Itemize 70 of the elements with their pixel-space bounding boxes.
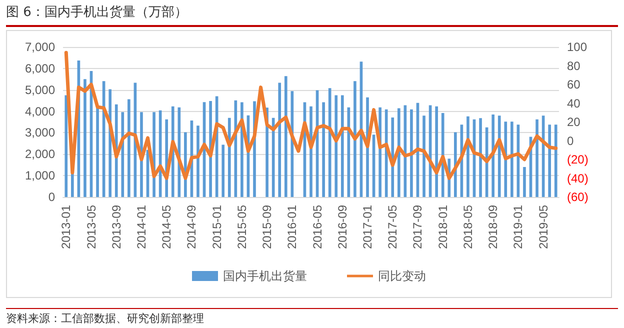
bar [334,95,338,197]
x-tick-label: 2017-09 [410,204,425,250]
x-tick-label: 2013-01 [59,204,74,250]
x-tick-label: 2016-05 [310,204,324,250]
bar [196,126,200,197]
y-tick-label: 4,000 [24,104,56,118]
bar [479,118,482,197]
bar [492,114,494,197]
y-tick-label: 7,000 [24,40,56,54]
bar [504,122,508,197]
bar [222,144,225,197]
y2-tick-label: 40 [567,96,581,110]
x-tick-label: 2015-01 [210,204,224,250]
x-tick-label: 2015-09 [260,204,274,250]
bar [536,119,538,197]
y2-tick-label: (40) [567,171,588,186]
x-tick-label: 2019-01 [511,204,526,250]
x-tick-label: 2018-09 [486,204,500,250]
legend-label: 同比变动 [378,269,426,283]
y-tick-label: 1,000 [24,168,56,183]
bar [340,95,344,197]
x-tick-label: 2014-09 [184,204,199,250]
x-tick-label: 2013-09 [109,204,124,250]
bar [278,82,282,197]
chart-title: 图 6：国内手机出货量（万部） [6,3,618,27]
y-tick-label: 2,000 [24,147,56,162]
bar [435,106,438,197]
x-tick-label: 2017-01 [360,204,375,250]
y2-tick-label: (60) [567,190,588,204]
bar [410,109,413,197]
x-tick-label: 2016-01 [285,204,300,250]
bar [422,116,426,197]
bar [554,124,558,197]
y2-tick-label: 60 [567,78,581,92]
y2-tick-label: 100 [567,40,588,54]
bar [64,95,68,197]
bar [96,107,99,197]
x-tick-label: 2017-05 [386,204,400,250]
bar [284,76,288,197]
y-tick-label: 6,000 [24,61,56,76]
x-tick-label: 2014-05 [160,204,174,250]
x-tick-label: 2018-01 [436,204,450,250]
bar [128,99,130,197]
y-tick-label: 0 [48,190,56,204]
x-tick-label: 2019-05 [536,204,550,250]
y2-tick-label: 0 [567,134,574,148]
x-tick-label: 2014-01 [134,204,148,250]
bar [234,100,238,197]
bar [510,122,514,197]
y2-tick-label: (20) [567,152,588,166]
y2-tick-label: 80 [567,58,581,73]
y-tick-label: 3,000 [24,126,56,140]
bar [84,79,86,197]
bar [322,102,325,197]
text: 资料来源：工信部数据、研究创新部整理 [6,308,618,326]
bar [397,108,400,197]
bar [523,167,526,197]
y2-tick-label: 20 [567,115,581,129]
x-tick-label: 2015-05 [234,204,249,250]
bar [466,116,470,197]
bar [354,81,356,197]
bar [384,109,388,197]
bar [548,124,551,197]
bar [121,112,124,197]
bar [498,116,501,197]
y-tick-label: 5,000 [24,82,56,97]
x-tick-label: 2016-09 [335,204,350,250]
legend-label: 国内手机出货量 [223,269,307,283]
x-tick-label: 2018-05 [460,204,475,250]
x-tick-label: 2013-05 [84,204,98,250]
